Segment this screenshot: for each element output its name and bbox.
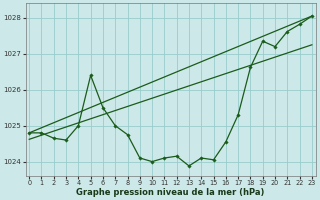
X-axis label: Graphe pression niveau de la mer (hPa): Graphe pression niveau de la mer (hPa) <box>76 188 265 197</box>
